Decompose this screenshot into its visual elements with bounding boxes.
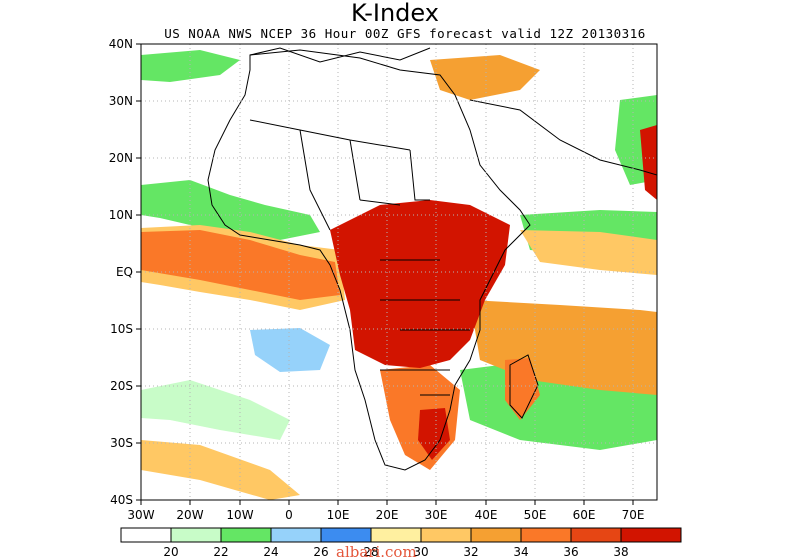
- colorbar-label: 36: [563, 545, 578, 559]
- field-green-north-west: [141, 50, 240, 82]
- lat-label: 30N: [109, 94, 133, 108]
- colorbar-label: 32: [463, 545, 478, 559]
- colorbar-swatch: [520, 527, 572, 543]
- colorbar-swatch: [620, 527, 682, 543]
- field-orange-indian-band: [520, 230, 657, 275]
- colorbar-swatch: [170, 527, 222, 543]
- colorbar-swatch: [420, 527, 472, 543]
- field-red-south-cell: [418, 408, 450, 460]
- tick-marks: [136, 43, 634, 505]
- colorbar-swatch: [470, 527, 522, 543]
- map-subtitle: US NOAA NWS NCEP 36 Hour 00Z GFS forecas…: [164, 26, 646, 41]
- lat-label: 10N: [109, 208, 133, 222]
- lat-label: 10S: [110, 322, 133, 336]
- colorbar-label: 34: [513, 545, 528, 559]
- colorbar-label: 22: [213, 545, 228, 559]
- colorbar: 20 22 24 26 28 30 32 34 36 38: [120, 527, 682, 559]
- field-green-south-atlantic: [141, 380, 290, 440]
- lon-label: 20E: [376, 508, 399, 522]
- longitude-labels: 30W 20W 10W 0 10E 20E 30E 40E 50E 60E 70…: [127, 508, 644, 522]
- lat-label: 20N: [109, 151, 133, 165]
- lon-label: 10W: [226, 508, 253, 522]
- country-borders: [249, 119, 470, 396]
- field-orange-north-africa: [430, 55, 540, 100]
- colorbar-label: 28: [363, 545, 378, 559]
- colorbar-swatch: [370, 527, 422, 543]
- lon-label: 0: [285, 508, 293, 522]
- colorbar-label: 30: [413, 545, 428, 559]
- europe-coastline: [249, 47, 431, 63]
- lat-label: 40N: [109, 37, 133, 51]
- lon-label: 30W: [127, 508, 154, 522]
- field-orange-south-tail: [141, 440, 300, 500]
- lat-label: 40S: [110, 493, 133, 507]
- lon-label: 60E: [573, 508, 596, 522]
- africa-coastline: [207, 49, 531, 471]
- arabia-coastline: [469, 99, 657, 176]
- colorbar-swatch: [320, 527, 372, 543]
- lon-label: 20W: [176, 508, 203, 522]
- lat-label: 30S: [110, 436, 133, 450]
- lon-label: 40E: [475, 508, 498, 522]
- lat-label: 20S: [110, 379, 133, 393]
- watermark: albari.com: [336, 543, 417, 560]
- map-title: K-Index: [351, 0, 439, 27]
- lon-label: 50E: [524, 508, 547, 522]
- field-red-core: [330, 200, 510, 368]
- colorbar-swatch: [270, 527, 322, 543]
- colorbar-swatch: [570, 527, 622, 543]
- latitude-labels: 40N 30N 20N 10N EQ 10S 20S 30S 40S: [109, 37, 133, 507]
- field-red-east: [640, 125, 657, 200]
- graticule: [141, 44, 657, 500]
- colorbar-label: 24: [263, 545, 278, 559]
- lon-label: 30E: [425, 508, 448, 522]
- colorbar-label: 26: [313, 545, 328, 559]
- field-orange-madagascar: [505, 358, 540, 420]
- colorbar-swatch: [120, 527, 172, 543]
- colorbar-swatch: [220, 527, 272, 543]
- lon-label: 70E: [622, 508, 645, 522]
- madagascar-coastline: [509, 354, 539, 419]
- field-green-sahel: [141, 180, 320, 240]
- lat-label: EQ: [116, 265, 133, 279]
- field-blue-atlantic: [250, 328, 330, 372]
- colorbar-label: 38: [613, 545, 628, 559]
- lon-label: 10E: [327, 508, 350, 522]
- coastlines: [207, 47, 657, 471]
- colorbar-label: 20: [163, 545, 178, 559]
